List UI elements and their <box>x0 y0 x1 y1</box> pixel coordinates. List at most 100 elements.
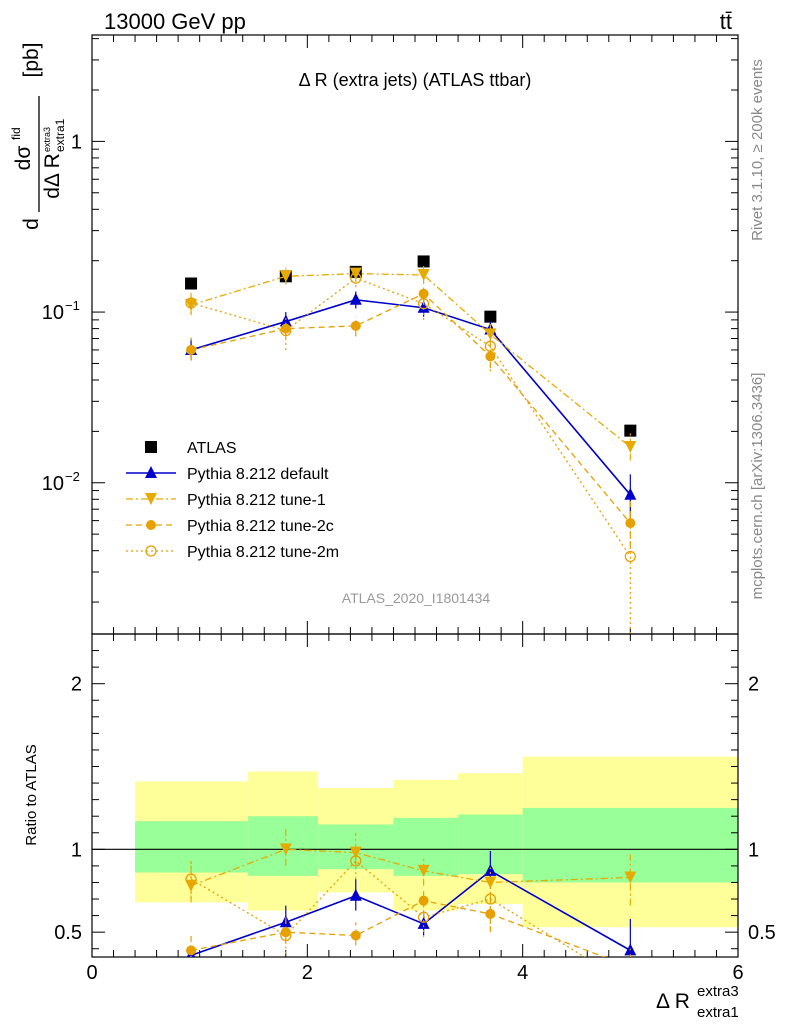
series-line <box>190 869 631 957</box>
series-pythia-8-212-tune-1 <box>185 266 637 461</box>
green-band <box>135 821 249 873</box>
main-panel: 10 −210 −11 Δ R (extra jets) (ATLAS ttbar)… <box>9 34 739 635</box>
band-group <box>135 756 738 928</box>
ratio-y-tick-label: 2 <box>71 674 82 696</box>
data-point <box>417 300 430 313</box>
ratio-series-group <box>185 827 637 990</box>
data-point <box>185 873 197 885</box>
data-point <box>417 255 430 268</box>
y-tick-exponent: −1 <box>65 298 80 313</box>
chart-title: Δ R (extra jets) (ATLAS ttbar) <box>299 70 532 90</box>
data-point <box>279 270 292 283</box>
legend-label: Pythia 8.212 tune-2m <box>187 544 339 561</box>
header-left-label: 13000 GeV pp <box>104 9 246 34</box>
data-point <box>279 314 292 327</box>
x-axis-label: Δ R extra3 extra1 <box>656 983 739 1021</box>
y-tick-label: 1 <box>71 131 82 153</box>
series-pythia-8-212-tune-2m <box>185 844 635 990</box>
data-point <box>484 310 497 323</box>
ylabel-unit: [pb] <box>20 42 43 77</box>
x-tick-label: 2 <box>302 962 313 984</box>
xlabel-sup: extra3 <box>697 983 739 1000</box>
ylabel-sup: extra3 <box>42 127 52 152</box>
ratio-y-tick-label: 1 <box>71 839 82 861</box>
legend-marker <box>145 493 157 505</box>
ylabel-denominator: dΔ R <box>41 153 64 199</box>
ratio-y-tick-label-right: 1 <box>748 839 759 861</box>
series-pythia-8-212-tune-2c <box>186 887 635 972</box>
data-point <box>624 424 637 437</box>
legend-marker <box>145 545 157 557</box>
data-point <box>484 893 497 905</box>
series-line <box>190 292 631 524</box>
xlabel-sub: extra1 <box>697 1004 739 1021</box>
series-line <box>190 848 631 887</box>
data-point <box>186 945 197 956</box>
series-atlas <box>185 255 637 437</box>
analysis-label: ATLAS_2020_I1801434 <box>342 590 491 606</box>
y-tick-label: 10 <box>42 473 64 495</box>
ylabel-numerator: dσ <box>12 146 35 171</box>
legend-label: ATLAS <box>187 440 237 457</box>
data-point <box>484 340 497 352</box>
data-point <box>484 863 497 876</box>
x-tick-label: 6 <box>732 962 743 984</box>
mcplots-label: mcplots.cern.ch [arXiv:1306.3436] <box>749 373 766 600</box>
ylabel-sub: extra1 <box>53 118 67 152</box>
data-point <box>350 272 362 284</box>
x-tick-label: 0 <box>86 962 97 984</box>
legend-label: Pythia 8.212 tune-1 <box>187 492 326 509</box>
data-point <box>417 298 430 310</box>
legend-entry: ATLAS <box>145 440 237 457</box>
legend-entry: Pythia 8.212 tune-1 <box>126 492 326 509</box>
legend-label: Pythia 8.212 tune-2c <box>187 518 334 535</box>
series-pythia-8-212-default <box>185 291 637 519</box>
ratio-panel: 0.5 0.5 1 1 2 2 0 2 4 6 Ratio to ATLAS Δ R extra3… <box>23 633 776 1021</box>
legend-label: Pythia 8.212 default <box>187 466 329 483</box>
data-point <box>625 980 635 990</box>
main-series-group <box>185 255 637 634</box>
data-point <box>185 297 197 309</box>
y-tick-exponent: −2 <box>65 469 80 484</box>
ratio-y-tick-label: 0.5 <box>54 922 82 944</box>
ylabel-fid: fid <box>9 127 23 140</box>
ratio-y-axis-label: Ratio to ATLAS <box>23 744 40 845</box>
data-point <box>624 487 637 500</box>
legend-marker <box>146 520 156 530</box>
series-line <box>190 272 631 448</box>
data-point <box>349 888 362 901</box>
data-point <box>624 440 637 453</box>
series-line <box>190 298 631 496</box>
data-point <box>485 351 496 362</box>
data-point <box>350 855 362 867</box>
series-line <box>190 900 606 957</box>
legend-marker <box>145 466 157 478</box>
series-pythia-8-212-tune-2m <box>185 269 636 634</box>
data-point <box>349 292 362 305</box>
data-point <box>624 871 637 884</box>
data-point <box>350 320 361 331</box>
ratio-uncertainty-bands <box>92 756 738 928</box>
data-point <box>624 550 636 563</box>
data-point <box>417 911 430 923</box>
x-tick-label: 4 <box>517 962 528 984</box>
rivet-label: Rivet 3.1.10, ≥ 200k events <box>749 59 766 241</box>
main-y-axis-label: d dσ fid dΔ R extra1 extra3 [pb] <box>9 42 67 229</box>
series-line <box>190 860 586 957</box>
legend-entry: Pythia 8.212 default <box>126 466 329 483</box>
data-point <box>186 344 197 355</box>
ratio-y-tick-label-right: 0.5 <box>748 922 776 944</box>
legend-marker <box>145 441 157 453</box>
data-point <box>280 929 292 942</box>
data-point <box>280 324 292 337</box>
data-point <box>185 299 198 312</box>
data-point <box>485 908 496 919</box>
data-point <box>417 268 430 281</box>
legend-entry: Pythia 8.212 tune-2c <box>126 518 334 535</box>
ylabel-d: d <box>20 218 43 230</box>
legend-entry: Pythia 8.212 tune-2m <box>126 544 339 561</box>
header-right-label: tt̄ <box>720 9 732 34</box>
ratio-axis-ticks: 0.5 0.5 1 1 2 2 0 2 4 6 <box>54 633 776 984</box>
data-point <box>625 962 635 972</box>
